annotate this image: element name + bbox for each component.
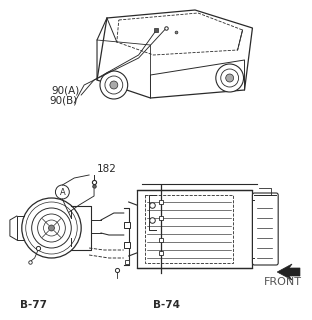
Circle shape [226, 74, 234, 82]
Circle shape [216, 64, 244, 92]
Text: 182: 182 [97, 164, 117, 174]
Text: 90(A): 90(A) [51, 85, 80, 95]
Circle shape [32, 208, 71, 248]
Text: A: A [60, 188, 65, 196]
Polygon shape [277, 264, 300, 280]
Text: B-74: B-74 [154, 300, 180, 310]
Polygon shape [97, 10, 252, 98]
Circle shape [22, 198, 81, 258]
Text: FRONT: FRONT [264, 277, 302, 287]
FancyBboxPatch shape [252, 193, 278, 265]
Circle shape [48, 225, 55, 231]
Text: B-77: B-77 [20, 300, 47, 310]
Circle shape [105, 76, 123, 94]
Polygon shape [137, 190, 252, 268]
Circle shape [110, 81, 118, 89]
Circle shape [221, 69, 239, 87]
Text: 90(B): 90(B) [50, 95, 78, 105]
Circle shape [100, 71, 128, 99]
